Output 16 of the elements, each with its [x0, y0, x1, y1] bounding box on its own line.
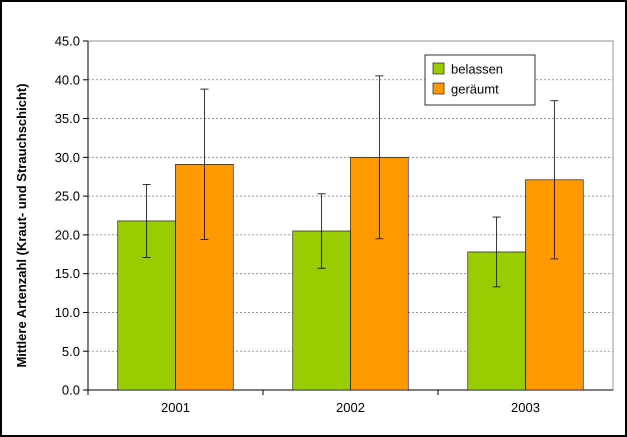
y-tick-label: 0.0	[62, 382, 80, 398]
legend-label: geräumt	[451, 82, 500, 97]
y-tick-label: 20.0	[54, 227, 80, 242]
legend-label: belassen	[451, 62, 504, 77]
y-axis-title: Mittlere Artenzahl (Kraut- und Strauchschicht)	[14, 83, 29, 368]
y-tick-label: 15.0	[54, 266, 80, 282]
y-tick-label: 25.0	[54, 188, 80, 204]
y-tick-label: 5.0	[62, 344, 80, 359]
x-tick-label: 2001	[161, 400, 190, 415]
y-tick-label: 45.0	[54, 34, 80, 49]
x-tick-label: 2003	[511, 400, 540, 415]
y-tick-label: 40.0	[54, 72, 80, 88]
x-tick-label: 2002	[336, 400, 365, 415]
y-tick-label: 35.0	[54, 111, 80, 126]
y-tick-label: 30.0	[54, 150, 80, 165]
y-tick-label: 10.0	[54, 304, 80, 320]
